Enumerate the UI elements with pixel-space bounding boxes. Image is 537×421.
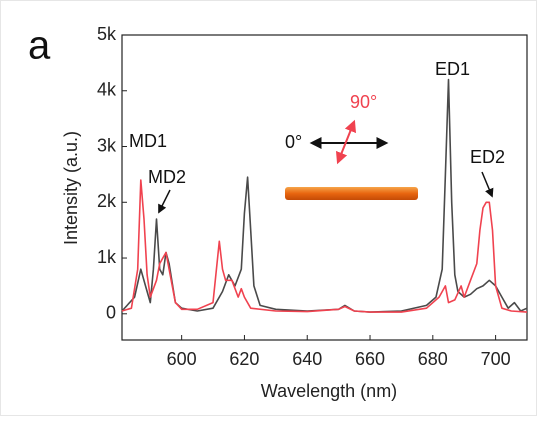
- x-axis-label: Wavelength (nm): [261, 381, 397, 401]
- annotation: MD1: [129, 131, 167, 151]
- nanorod: [285, 187, 418, 200]
- plot-frame: [121, 34, 528, 341]
- annotation: a: [28, 24, 51, 68]
- y-tick-label: 1k: [97, 247, 117, 267]
- y-tick-label: 5k: [97, 24, 117, 44]
- y-tick-label: 2k: [97, 191, 117, 211]
- y-axis-label: Intensity (a.u.): [61, 131, 81, 245]
- spectrum-line: [121, 179, 528, 313]
- spectrum-line: [121, 78, 528, 313]
- md2-arrow: [158, 189, 171, 214]
- y-tick-label: 0: [106, 303, 116, 323]
- y-tick-label: 3k: [97, 135, 117, 155]
- annotation: MD2: [148, 167, 186, 187]
- x-tick-label: 620: [229, 349, 259, 369]
- x-tick-label: 640: [292, 349, 322, 369]
- annotation: ED1: [435, 59, 470, 79]
- x-tick-label: 660: [355, 349, 385, 369]
- x-tick-label: 600: [167, 349, 197, 369]
- y-tick-label: 4k: [97, 80, 117, 100]
- polarization-90: [335, 119, 357, 165]
- x-tick-label: 700: [481, 349, 511, 369]
- ed2-arrow: [481, 171, 494, 198]
- annotation: 90°: [350, 92, 377, 112]
- annotation: 0°: [285, 132, 302, 152]
- annotation: ED2: [470, 147, 505, 167]
- x-tick-label: 680: [418, 349, 448, 369]
